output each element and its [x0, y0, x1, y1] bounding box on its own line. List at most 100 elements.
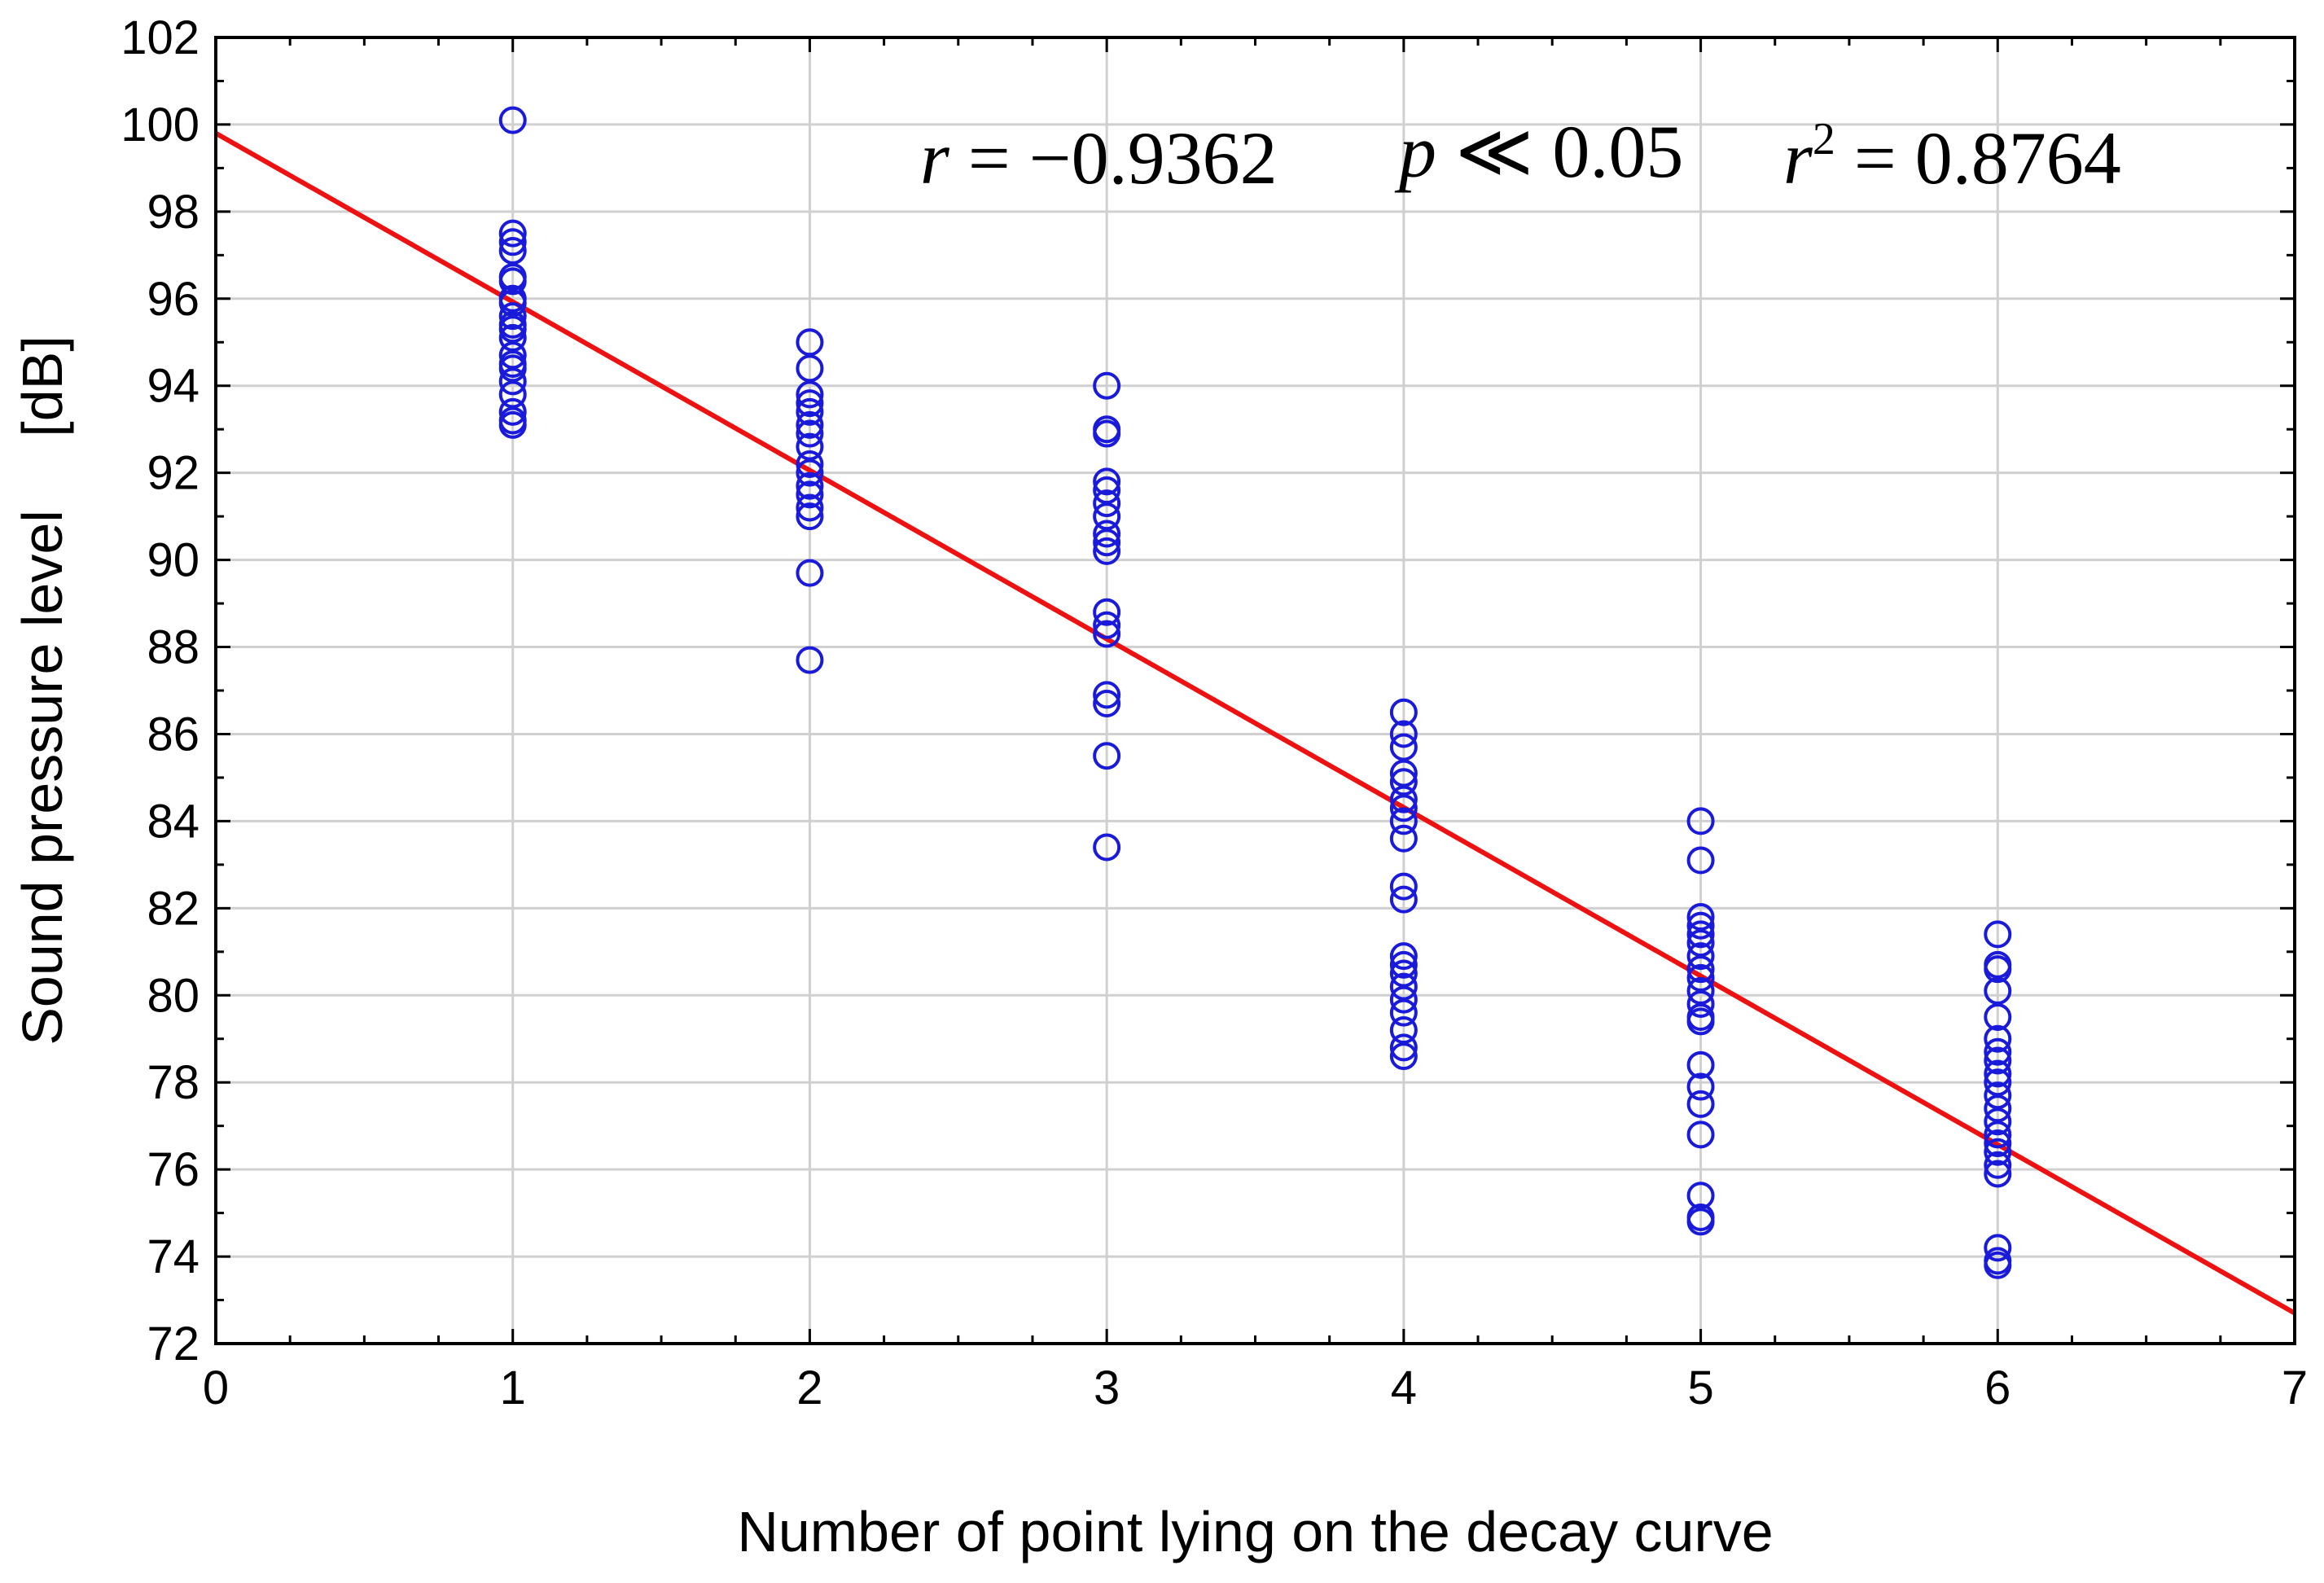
r2-value: = 0.8764 [1835, 116, 2121, 200]
data-point [498, 367, 527, 396]
data-point [498, 236, 527, 265]
x-tick-label: 7 [2282, 1362, 2308, 1414]
data-point [1093, 502, 1121, 531]
x-axis-title: Number of point lying on the decay curve [737, 1500, 1773, 1563]
data-point [1686, 846, 1715, 875]
data-point [1389, 942, 1418, 971]
data-point [1686, 911, 1715, 940]
plot-area-frame [214, 36, 2296, 1345]
data-point [1093, 681, 1121, 709]
data-point [1984, 920, 2012, 949]
data-point [796, 419, 824, 448]
data-point [1984, 1046, 2012, 1075]
data-point [796, 328, 824, 357]
data-point [796, 432, 824, 461]
data-point [796, 449, 824, 478]
data-point [1686, 1090, 1715, 1118]
regression-line [214, 131, 2296, 1316]
data-point [796, 646, 824, 674]
data-point [1686, 1072, 1715, 1101]
data-point [1389, 998, 1418, 1027]
data-point [498, 410, 527, 439]
data-point [1389, 985, 1418, 1014]
data-point [1686, 929, 1715, 958]
data-point [796, 410, 824, 439]
data-point [1686, 1208, 1715, 1236]
data-point [1686, 1182, 1715, 1210]
data-point [498, 354, 527, 383]
x-tick-label: 2 [796, 1362, 822, 1414]
data-point [1093, 598, 1121, 626]
y-tick-label: 74 [147, 1230, 200, 1283]
y-axis-tick-labels: 72 74 76 78 80 82 84 86 88 90 92 94 96 98 100 102 [121, 11, 200, 1370]
data-point [1984, 1094, 2012, 1123]
r2-superscript: 2 [1813, 114, 1835, 164]
y-tick-label: 72 [147, 1318, 200, 1370]
y-axis-title: Sound pressure level [dB] [11, 335, 74, 1046]
data-point [1984, 1059, 2012, 1088]
data-point [1389, 759, 1418, 787]
data-point [796, 354, 824, 383]
data-point [498, 106, 527, 134]
data-point [1984, 1138, 2012, 1166]
data-point [1984, 1081, 2012, 1110]
data-point [1093, 690, 1121, 718]
data-point [498, 302, 527, 331]
data-point [1093, 467, 1121, 496]
data-point [1984, 955, 2012, 984]
y-tick-label: 86 [147, 708, 200, 761]
y-tick-label: 80 [147, 969, 200, 1022]
data-point [1389, 733, 1418, 761]
data-point [796, 397, 824, 426]
p-value: ≪ 0.05 [1436, 110, 1683, 193]
data-point [1984, 976, 2012, 1005]
data-point [1389, 1033, 1418, 1062]
data-point [1093, 419, 1121, 448]
data-point [1389, 972, 1418, 1001]
data-point [1686, 1120, 1715, 1149]
y-tick-label: 88 [147, 621, 200, 674]
data-point [498, 341, 527, 370]
y-tick-label: 90 [147, 534, 200, 587]
data-point [498, 219, 527, 248]
data-point [1389, 872, 1418, 901]
data-point [1389, 885, 1418, 914]
data-point [1984, 1234, 2012, 1262]
data-point [1389, 768, 1418, 796]
y-tick-label: 78 [147, 1056, 200, 1109]
data-point [1093, 371, 1121, 400]
data-point [1389, 720, 1418, 748]
data-point [1389, 959, 1418, 988]
axis-ticks [214, 36, 2296, 1345]
data-point [1686, 955, 1715, 984]
x-tick-label: 3 [1094, 1362, 1120, 1414]
x-tick-label: 1 [500, 1362, 526, 1414]
data-point [1686, 989, 1715, 1018]
y-tick-label: 100 [121, 99, 200, 151]
data-point [1093, 520, 1121, 548]
data-point [1389, 950, 1418, 979]
data-point [1984, 1129, 2012, 1158]
data-point [1389, 698, 1418, 726]
data-points [498, 106, 2012, 1279]
r-value: = −0.9362 [949, 116, 1278, 200]
r-squared-annotation: r2 = 0.8764 [1783, 114, 2121, 200]
y-tick-label: 102 [121, 11, 200, 64]
data-point [1093, 476, 1121, 505]
data-point [796, 480, 824, 509]
data-point [1389, 794, 1418, 822]
y-tick-label: 96 [147, 273, 200, 326]
y-tick-label: 82 [147, 882, 200, 935]
y-tick-label: 98 [147, 186, 200, 239]
data-point [1686, 807, 1715, 835]
data-point [796, 389, 824, 418]
x-tick-label: 5 [1687, 1362, 1713, 1414]
data-point [1984, 1024, 2012, 1053]
data-point [1686, 920, 1715, 949]
data-point [498, 289, 527, 318]
data-point [1093, 742, 1121, 770]
data-point [1093, 528, 1121, 557]
data-point [1093, 489, 1121, 518]
data-point [1093, 833, 1121, 862]
